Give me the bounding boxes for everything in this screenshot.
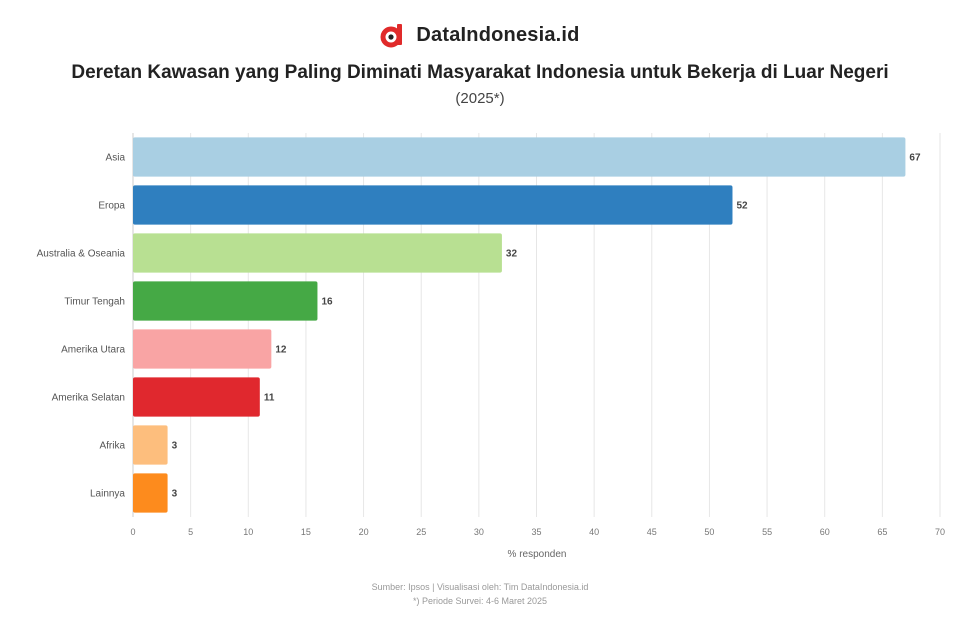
data-label: 3: [172, 441, 178, 452]
bar: [133, 377, 260, 417]
bars: [133, 137, 906, 513]
chart-title: Deretan Kawasan yang Paling Diminati Mas…: [71, 62, 889, 83]
bar: [133, 185, 733, 225]
brand-header: DataIndonesia.id: [0, 22, 960, 48]
chart-subtitle: (2025*): [455, 90, 505, 107]
x-tick-label: 55: [762, 527, 772, 537]
data-label: 3: [172, 489, 178, 500]
bar: [133, 281, 318, 321]
category-labels: Asia Eropa Australia & Oseania Timur Tengah…: [37, 153, 126, 500]
logo-dot: [388, 34, 394, 40]
category-label: Australia & Oseania: [37, 249, 126, 260]
x-tick-label: 0: [130, 527, 135, 537]
data-label: 12: [275, 345, 287, 356]
x-tick-labels: 0 5 10 15 20 25 30 35 40 45 50 55 60 65 70: [130, 527, 945, 537]
data-label: 67: [909, 153, 921, 164]
category-label: Afrika: [99, 441, 125, 452]
x-axis-label: % responden: [508, 549, 567, 560]
value-labels: 67 52 32 16 12 11 3 3: [172, 153, 921, 500]
bar: [133, 233, 502, 273]
period-note: *) Periode Survei: 4-6 Maret 2025: [412, 596, 548, 606]
x-tick-label: 35: [531, 527, 541, 537]
category-label: Amerika Utara: [61, 345, 125, 356]
x-tick-label: 45: [647, 527, 657, 537]
x-tick-label: 50: [704, 527, 714, 537]
category-label: Eropa: [98, 201, 125, 212]
x-tick-label: 20: [359, 527, 369, 537]
x-tick-label: 65: [877, 527, 887, 537]
x-tick-label: 60: [820, 527, 830, 537]
brand-name: DataIndonesia.id: [416, 23, 580, 46]
data-label: 16: [321, 297, 333, 308]
data-label: 11: [264, 393, 275, 404]
category-label: Amerika Selatan: [52, 393, 125, 404]
category-label: Lainnya: [90, 489, 125, 500]
bar: [133, 137, 906, 177]
data-label: 32: [506, 249, 518, 260]
category-label: Timur Tengah: [64, 297, 125, 308]
x-tick-label: 40: [589, 527, 599, 537]
logo-stem: [397, 24, 403, 45]
bar: [133, 473, 168, 513]
source-note: Sumber: Ipsos | Visualisasi oleh: Tim Da…: [371, 582, 589, 592]
brand-logo-icon: [380, 24, 403, 48]
x-tick-label: 25: [416, 527, 426, 537]
category-label: Asia: [106, 153, 126, 164]
x-tick-label: 15: [301, 527, 311, 537]
x-tick-label: 30: [474, 527, 484, 537]
x-tick-label: 70: [935, 527, 945, 537]
bar: [133, 425, 168, 465]
x-tick-label: 10: [243, 527, 253, 537]
x-tick-label: 5: [188, 527, 193, 537]
bar: [133, 329, 272, 369]
data-label: 52: [736, 201, 748, 212]
